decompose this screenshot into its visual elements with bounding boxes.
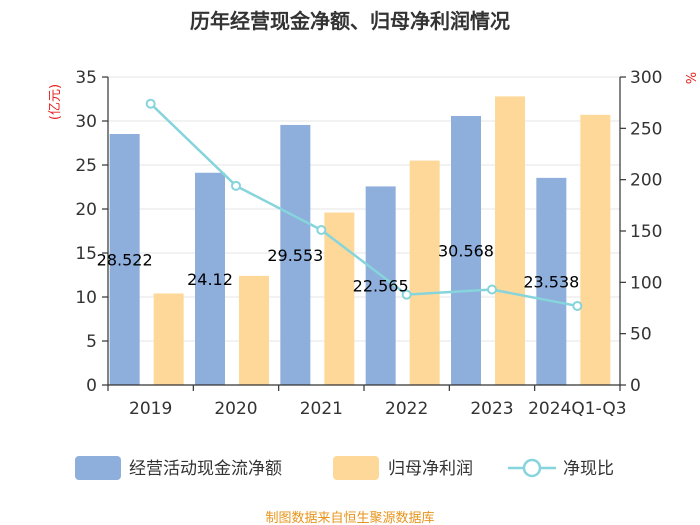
legend-label-ratio[interactable]: 净现比: [563, 459, 614, 479]
left-axis-tick-label: 10: [75, 288, 97, 308]
right-axis-tick-label: 250: [630, 119, 662, 139]
axes: 0 5 10 15 20 25 30 35 0 50 100 150 200 250 300 2019 2020…: [75, 68, 662, 419]
legend-swatch-net-profit[interactable]: [333, 456, 379, 480]
left-axis-tick-label: 0: [86, 376, 97, 396]
data-label-cashflow: 28.522: [97, 251, 153, 270]
bar-net-profit: [409, 160, 440, 385]
data-source: 制图数据来自恒生聚源数据库: [265, 510, 434, 525]
bar-cashflow: [195, 172, 225, 385]
bar-net-profit: [495, 96, 525, 386]
ratio-point: [487, 284, 497, 295]
x-axis-tick-label: 2019: [129, 399, 172, 419]
ratio-point: [231, 180, 241, 191]
x-axis-tick-label: 2023: [470, 399, 513, 419]
left-axis-tick-label: 30: [75, 112, 97, 132]
legend-label-cashflow[interactable]: 经营活动现金流净额: [129, 459, 282, 479]
bar-net-profit: [153, 293, 184, 385]
legend-swatch-cashflow[interactable]: [75, 456, 121, 480]
x-axis-tick-label: 2024Q1-Q3: [528, 399, 626, 419]
ratio-point: [572, 300, 583, 311]
ratio-point: [145, 98, 156, 109]
bars: [109, 96, 611, 386]
legend-swatch-ratio-marker[interactable]: [522, 458, 542, 478]
data-labels: 28.522 24.12 29.553 22.565 30.568 23.538: [97, 242, 579, 296]
data-label-cashflow: 30.568: [438, 242, 494, 261]
legend-label-net-profit[interactable]: 归母净利润: [388, 459, 473, 479]
right-axis-tick-label: 150: [630, 222, 662, 242]
x-axis-tick-label: 2022: [385, 399, 428, 419]
chart-title: 历年经营现金净额、归母净利润情况: [190, 9, 510, 33]
left-axis-tick-label: 35: [75, 68, 97, 88]
bar-cashflow: [280, 124, 311, 386]
data-label-cashflow: 23.538: [523, 272, 579, 291]
ratio-line: [145, 98, 583, 311]
legend[interactable]: 经营活动现金流净额 归母净利润 净现比: [75, 456, 614, 480]
right-axis-tick-label: 100: [630, 273, 662, 293]
right-axis-tick-label: 50: [630, 325, 652, 345]
x-axis-tick-label: 2020: [214, 399, 257, 419]
right-axis-unit: %: [682, 72, 697, 84]
ratio-point: [401, 289, 412, 300]
right-axis-tick-label: 300: [630, 68, 662, 88]
data-label-cashflow: 22.565: [353, 277, 409, 296]
data-label-cashflow: 24.12: [187, 270, 233, 289]
ratio-polyline: [149, 102, 578, 308]
left-axis-tick-label: 20: [75, 200, 97, 220]
left-axis-unit: (亿元): [48, 84, 63, 120]
grid: [108, 76, 620, 342]
x-axis-tick-label: 2021: [300, 399, 343, 419]
bar-cashflow: [365, 186, 396, 385]
bar-net-profit: [580, 114, 611, 385]
data-label-cashflow: 29.553: [267, 246, 323, 265]
bar-cashflow: [536, 177, 567, 385]
bar-cashflow: [451, 116, 481, 386]
bar-cashflow: [109, 134, 140, 385]
left-axis-tick-label: 5: [86, 332, 97, 352]
bar-net-profit: [239, 275, 269, 385]
ratio-point: [316, 224, 327, 235]
left-axis-tick-label: 15: [75, 244, 97, 264]
right-axis-tick-label: 200: [630, 171, 662, 191]
bar-net-profit: [324, 212, 355, 385]
left-axis-tick-label: 25: [75, 156, 97, 176]
right-axis-tick-label: 0: [630, 376, 641, 396]
